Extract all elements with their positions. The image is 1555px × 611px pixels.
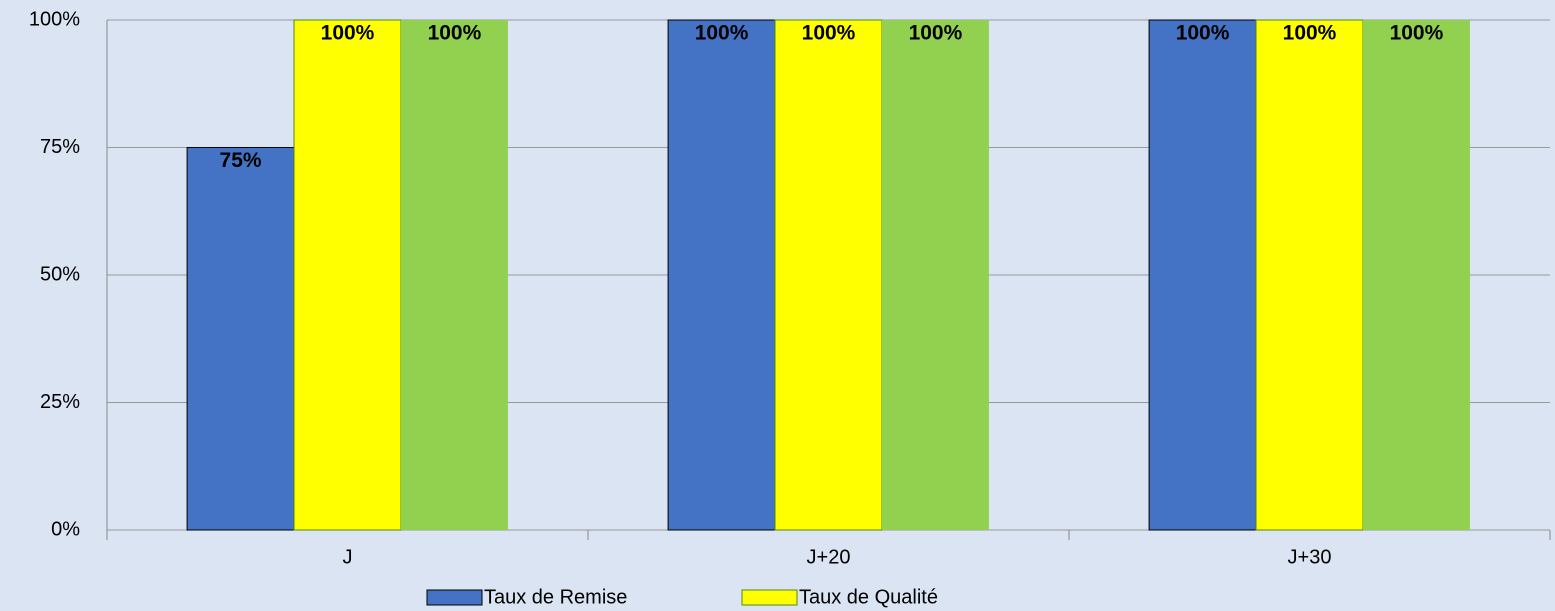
legend-swatch (741, 589, 798, 606)
x-tick-label: J+30 (1288, 546, 1332, 568)
value-label: 100% (802, 22, 856, 45)
bar (1362, 20, 1470, 530)
bar (1148, 19, 1257, 531)
value-label: 100% (1283, 22, 1337, 45)
bar (293, 19, 402, 531)
value-label: 100% (321, 22, 375, 45)
bar (1255, 19, 1364, 531)
legend-label: Taux de Qualité (799, 586, 938, 608)
bar (400, 20, 508, 530)
y-tick-label: 100% (29, 8, 80, 30)
bar (881, 20, 989, 530)
y-tick-label: 50% (40, 263, 80, 285)
value-label: 75% (220, 149, 262, 172)
legend-swatch (426, 589, 483, 606)
value-label: 100% (909, 22, 963, 45)
bar (774, 19, 883, 531)
value-label: 100% (428, 22, 482, 45)
y-tick-label: 0% (51, 518, 80, 540)
x-tick-label: J+20 (807, 546, 851, 568)
value-label: 100% (1390, 22, 1444, 45)
value-label: 100% (695, 22, 749, 45)
value-label: 100% (1176, 22, 1230, 45)
y-tick-label: 75% (40, 136, 80, 158)
x-tick-label: J (343, 546, 353, 568)
bar (667, 19, 776, 531)
legend-label: Taux de Remise (484, 586, 627, 608)
y-tick-label: 25% (40, 391, 80, 413)
bar (186, 147, 295, 531)
